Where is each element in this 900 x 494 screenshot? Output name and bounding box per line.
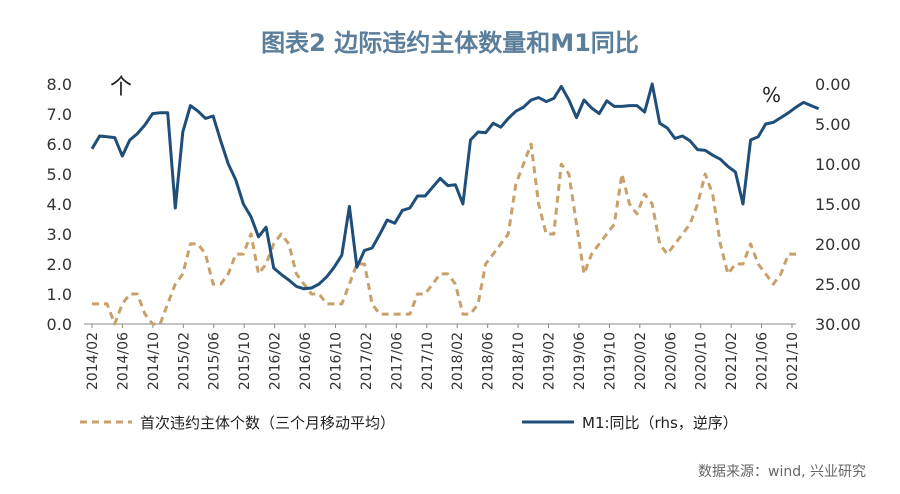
x-axis-tick-label: 2019/02 — [542, 332, 558, 390]
right-axis-tick-label: 10.00 — [815, 155, 861, 174]
right-axis-tick-label: 5.00 — [815, 115, 851, 134]
right-axis-tick-label: 15.00 — [815, 195, 861, 214]
x-axis-tick-label: 2014/02 — [85, 332, 101, 390]
data-source-note: 数据来源：wind, 兴业研究 — [698, 464, 866, 480]
left-axis-tick-label: 4.0 — [47, 195, 72, 214]
x-axis-tick-label: 2018/10 — [511, 332, 527, 390]
x-axis-tick-label: 2015/02 — [176, 332, 192, 390]
series-line-defaults — [92, 142, 796, 326]
legend-label-defaults: 首次违约主体个数（三个月移动平均） — [140, 414, 395, 432]
x-axis-tick-label: 2017/10 — [420, 332, 436, 390]
x-axis-tick-label: 2017/02 — [359, 332, 375, 390]
x-axis-tick-label: 2016/10 — [328, 332, 344, 390]
x-axis-tick-label: 2016/06 — [298, 332, 314, 390]
right-axis-unit-label: % — [762, 83, 781, 107]
x-axis-tick-label: 2020/06 — [663, 332, 679, 390]
left-axis-unit-label: 个 — [110, 75, 132, 100]
x-axis-tick-label: 2017/06 — [389, 332, 405, 390]
series-line-m1 — [90, 82, 820, 291]
x-axis-tick-label: 2019/06 — [572, 332, 588, 390]
legend-label-m1: M1:同比（rhs，逆序） — [582, 414, 738, 432]
right-axis-tick-label: 20.00 — [815, 235, 861, 254]
left-axis-tick-label: 2.0 — [47, 255, 72, 274]
left-axis-tick-label: 5.0 — [47, 165, 72, 184]
left-axis-tick-label: 6.0 — [47, 135, 72, 154]
x-axis-tick-label: 2020/02 — [633, 332, 649, 390]
x-axis-tick-label: 2021/06 — [755, 332, 771, 390]
right-axis-tick-label: 0.00 — [815, 75, 851, 94]
left-axis-tick-label: 8.0 — [47, 75, 72, 94]
x-axis-tick-label: 2015/06 — [207, 332, 223, 390]
x-axis-tick-label: 2019/10 — [602, 332, 618, 390]
x-axis-tick-label: 2014/06 — [115, 332, 131, 390]
x-axis-tick-label: 2018/06 — [481, 332, 497, 390]
chart-title: 图表2 边际违约主体数量和M1同比 — [261, 28, 639, 57]
x-axis-tick-label: 2020/10 — [694, 332, 710, 390]
left-axis-tick-label: 7.0 — [47, 105, 72, 124]
x-axis-tick-label: 2021/02 — [724, 332, 740, 390]
x-axis-tick-label: 2021/10 — [785, 332, 801, 390]
right-axis-tick-label: 25.00 — [815, 275, 861, 294]
left-axis-tick-label: 0.0 — [47, 315, 72, 334]
x-axis-tick-label: 2016/02 — [268, 332, 284, 390]
x-axis-tick-label: 2018/02 — [450, 332, 466, 390]
x-axis-tick-label: 2014/10 — [146, 332, 162, 390]
right-axis-tick-label: 30.00 — [815, 315, 861, 334]
left-axis-tick-label: 3.0 — [47, 225, 72, 244]
left-axis-tick-label: 1.0 — [47, 285, 72, 304]
x-axis-tick-label: 2015/10 — [237, 332, 253, 390]
